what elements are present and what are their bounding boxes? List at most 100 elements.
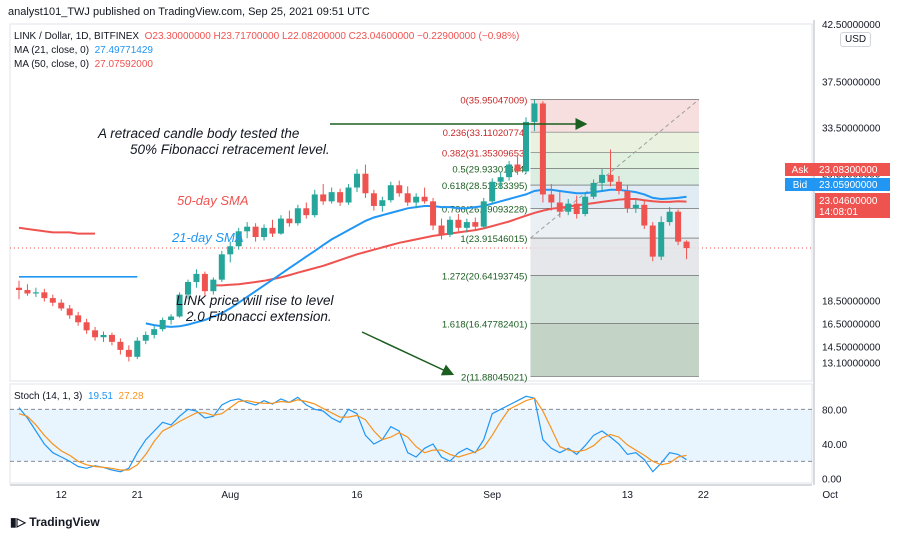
candle[interactable]	[269, 219, 276, 238]
candle[interactable]	[75, 311, 82, 326]
candle[interactable]	[261, 224, 268, 241]
candle[interactable]	[531, 99, 538, 132]
candle[interactable]	[632, 199, 639, 213]
candle[interactable]	[210, 277, 217, 295]
candle[interactable]	[582, 192, 589, 217]
candle[interactable]	[506, 161, 513, 181]
currency-button[interactable]: USD	[840, 32, 872, 47]
candle[interactable]	[58, 299, 65, 311]
candle[interactable]	[100, 331, 107, 342]
candle[interactable]	[193, 269, 200, 288]
annotation-target-line2: 2.0 Fibonacci extension.	[185, 309, 332, 324]
candle[interactable]	[345, 184, 352, 205]
fib-level-label: 2(11.88045021)	[461, 373, 527, 384]
candle[interactable]	[142, 331, 149, 345]
candle[interactable]	[548, 184, 555, 211]
candle[interactable]	[455, 214, 462, 232]
candle[interactable]	[370, 189, 377, 211]
candle[interactable]	[49, 294, 56, 307]
candle[interactable]	[311, 189, 318, 218]
candle[interactable]	[286, 210, 293, 227]
legend-ma50-row[interactable]: MA (50, close, 0) 27.07592000	[14, 58, 519, 72]
stoch-d-line[interactable]	[18, 397, 687, 471]
candle[interactable]	[514, 156, 521, 175]
candle[interactable]	[125, 345, 132, 362]
candle-body	[286, 218, 293, 224]
candle[interactable]	[235, 227, 242, 250]
candle[interactable]	[463, 218, 470, 233]
ohlc-values: O23.30000000 H23.71700000 L22.08200000 C…	[144, 31, 520, 42]
candle[interactable]	[362, 164, 369, 198]
stoch-legend[interactable]: Stoch (14, 1, 3) 19.51 27.28	[14, 391, 144, 402]
candle[interactable]	[328, 187, 335, 204]
tradingview-logo[interactable]: ▮▷ TradingView	[10, 515, 100, 529]
candle[interactable]	[218, 250, 225, 282]
candle[interactable]	[675, 209, 682, 246]
candle[interactable]	[641, 200, 648, 229]
candle[interactable]	[658, 216, 665, 261]
candle[interactable]	[413, 193, 420, 209]
candle[interactable]	[607, 149, 614, 187]
candle[interactable]	[134, 337, 141, 360]
candle[interactable]	[201, 271, 208, 296]
candle[interactable]	[615, 176, 622, 195]
stoch-k-line[interactable]	[18, 395, 687, 473]
candle[interactable]	[683, 240, 690, 260]
candle[interactable]	[117, 338, 124, 355]
candle[interactable]	[24, 284, 31, 296]
candle[interactable]	[599, 169, 606, 191]
candle[interactable]	[277, 215, 284, 235]
candle[interactable]	[227, 241, 234, 263]
candle[interactable]	[556, 192, 563, 218]
candle[interactable]	[480, 197, 487, 229]
candle[interactable]	[92, 326, 99, 341]
stoch-pane[interactable]	[9, 383, 813, 484]
candle[interactable]	[666, 207, 673, 226]
candle[interactable]	[489, 178, 496, 204]
candle[interactable]	[337, 188, 344, 206]
candle[interactable]	[523, 117, 529, 174]
candle[interactable]	[421, 187, 428, 204]
candle[interactable]	[565, 199, 572, 216]
candle[interactable]	[41, 288, 48, 302]
candle[interactable]	[430, 197, 437, 231]
fibonacci-tool[interactable]: 0(35.95047009) 0.236(33.11020774) 0.382(31…	[442, 95, 700, 384]
candle[interactable]	[185, 279, 191, 300]
candle[interactable]	[573, 195, 580, 219]
candle-body	[159, 319, 166, 330]
candle[interactable]	[108, 332, 115, 346]
x-tick-label: Aug	[221, 490, 239, 501]
candle[interactable]	[354, 169, 360, 193]
candle[interactable]	[244, 222, 251, 239]
candle-body	[75, 315, 82, 323]
candle[interactable]	[294, 204, 301, 226]
candle[interactable]	[396, 180, 403, 197]
candle[interactable]	[16, 280, 22, 300]
candle[interactable]	[497, 172, 504, 189]
candle[interactable]	[168, 314, 175, 325]
candle[interactable]	[32, 287, 39, 297]
candle[interactable]	[379, 196, 386, 212]
candle[interactable]	[387, 181, 394, 203]
candle[interactable]	[151, 325, 158, 339]
candle-body	[100, 334, 107, 338]
candle[interactable]	[176, 292, 183, 318]
candle[interactable]	[83, 318, 90, 334]
candle[interactable]	[303, 202, 310, 219]
candle[interactable]	[320, 184, 327, 205]
candle[interactable]	[539, 101, 546, 203]
candle[interactable]	[624, 185, 631, 213]
candle[interactable]	[438, 218, 445, 240]
candle[interactable]	[252, 223, 259, 242]
candle[interactable]	[472, 217, 479, 231]
candle-body	[362, 173, 369, 194]
legend-ma21-row[interactable]: MA (21, close, 0) 27.49771429	[14, 44, 519, 58]
candle[interactable]	[66, 304, 73, 319]
candle[interactable]	[446, 216, 453, 238]
main-pane[interactable]	[9, 23, 813, 382]
candle[interactable]	[159, 317, 166, 332]
candle[interactable]	[649, 222, 656, 262]
candle[interactable]	[404, 186, 411, 206]
candle[interactable]	[590, 179, 597, 200]
